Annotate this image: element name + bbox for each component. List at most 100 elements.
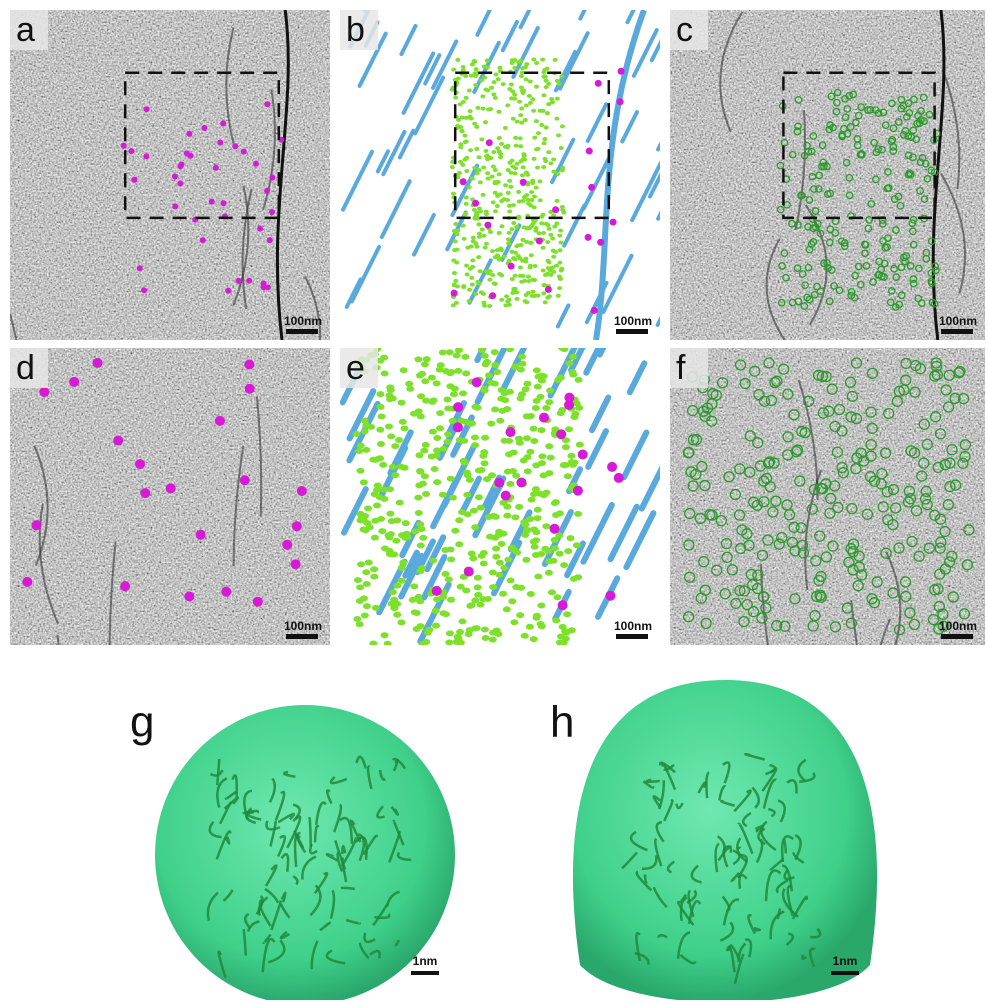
particle [853, 561, 865, 573]
particle [825, 238, 834, 247]
ribosome [369, 640, 378, 645]
protein-ribbon [736, 853, 748, 879]
ribosome [540, 268, 546, 273]
ribosome [550, 536, 559, 543]
ribosome [412, 626, 421, 633]
particle [683, 539, 695, 551]
ribosome [376, 426, 385, 433]
particle [507, 262, 515, 270]
protein-ribbon [652, 795, 662, 809]
ribosome [523, 468, 532, 475]
ribosome [550, 100, 556, 105]
ribosome [559, 124, 565, 129]
panel-label: e [346, 349, 365, 387]
ribosome [479, 78, 485, 83]
scale-bar [286, 329, 318, 334]
particle [957, 393, 970, 405]
ribosome [381, 545, 390, 552]
ribosome [476, 504, 485, 511]
particle [921, 438, 933, 451]
filament [340, 486, 369, 536]
ribosome [452, 248, 458, 253]
ribosome [371, 604, 380, 611]
ribosome [370, 534, 379, 541]
particle [753, 388, 765, 401]
membrane [304, 275, 322, 340]
ribosome [529, 190, 535, 195]
ribosome [518, 159, 524, 164]
ribosome [370, 566, 379, 573]
ribosome [536, 231, 542, 236]
ribosome [462, 370, 471, 377]
ribosome [449, 391, 458, 398]
particle [800, 302, 809, 310]
ribosome [520, 198, 526, 203]
ribosome [508, 96, 514, 101]
particle [452, 422, 463, 433]
protein-ribbon [760, 820, 777, 852]
particle [921, 159, 930, 168]
ribosome [530, 438, 539, 445]
ribosome [512, 472, 521, 479]
ribosome [537, 372, 546, 379]
ribosome [550, 545, 559, 552]
ribosome [416, 468, 425, 475]
ribosome [449, 87, 455, 92]
ribosome [393, 611, 402, 618]
protein-ribbon [216, 777, 228, 808]
particle [741, 528, 753, 540]
scale-bar-label: 1nm [833, 954, 858, 968]
ribosome [473, 574, 482, 581]
ribosome [452, 239, 458, 244]
ribosome [464, 168, 470, 173]
ribosome [362, 603, 371, 610]
particle [564, 399, 575, 410]
ribosome [539, 472, 548, 479]
scale-bar-label: 100nm [614, 314, 652, 328]
particle [820, 259, 828, 268]
protein-ribbon [261, 937, 276, 973]
particle [934, 513, 947, 525]
particle [868, 475, 881, 487]
protein-ribbon [224, 790, 237, 800]
ribosome [444, 431, 453, 438]
ribosome [517, 265, 523, 270]
particle [797, 547, 810, 559]
particle [264, 187, 271, 194]
particle [710, 389, 722, 401]
ribosome [456, 117, 462, 122]
ribosome [422, 638, 431, 645]
particle [853, 550, 865, 562]
particle [932, 461, 944, 474]
ribosome [522, 435, 531, 442]
particle [39, 386, 50, 397]
particle [290, 559, 301, 570]
particle [963, 524, 975, 536]
ribosome [420, 447, 429, 454]
particle [607, 461, 618, 472]
ribosome [518, 144, 524, 149]
particle [934, 542, 946, 554]
ribosome [479, 549, 488, 556]
ribosome [488, 636, 497, 643]
particle [845, 411, 857, 423]
ribosome [565, 426, 574, 433]
ribosome [466, 185, 472, 190]
filament [450, 163, 480, 218]
ribosome [540, 57, 546, 62]
ribosome [568, 369, 577, 376]
ribosome [452, 77, 458, 82]
ribosome [467, 420, 476, 427]
ribosome [521, 521, 530, 528]
ribosome [450, 385, 459, 392]
particle [143, 153, 150, 160]
protein-ribbon [730, 872, 741, 883]
ribosome [533, 383, 542, 390]
particle [940, 384, 952, 396]
particle [815, 591, 827, 603]
particle [788, 219, 796, 228]
ribosome [360, 428, 369, 435]
ribosome [481, 300, 487, 305]
ribosome [450, 191, 456, 196]
protein-ribbon [354, 836, 368, 860]
